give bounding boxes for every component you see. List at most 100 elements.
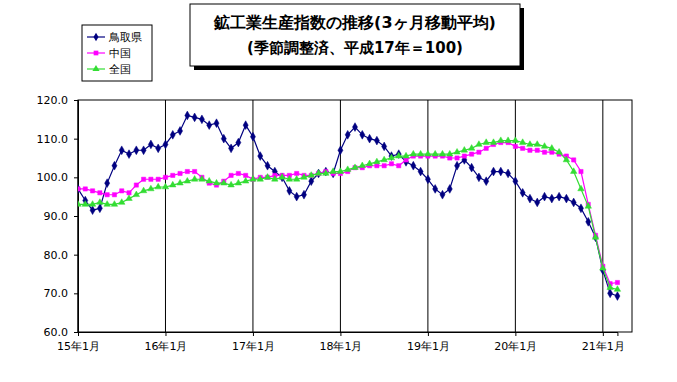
series-marker bbox=[323, 170, 329, 176]
plot-frame bbox=[78, 100, 632, 332]
y-tick-mark bbox=[74, 332, 78, 333]
series-marker bbox=[374, 158, 380, 164]
series-marker bbox=[403, 152, 409, 158]
series-line bbox=[78, 141, 617, 290]
series-marker bbox=[527, 141, 533, 147]
x-tick: 19年1月 bbox=[407, 332, 450, 353]
series-marker bbox=[410, 150, 416, 156]
series-marker bbox=[388, 154, 394, 160]
y-tick-mark bbox=[74, 177, 78, 178]
y-tick: 110.0 bbox=[37, 133, 79, 146]
series-marker bbox=[104, 201, 110, 207]
series-marker bbox=[615, 292, 620, 301]
series-marker bbox=[265, 161, 270, 170]
y-tick-label: 60.0 bbox=[44, 326, 69, 339]
x-tick-mark bbox=[340, 332, 341, 336]
series-marker bbox=[315, 170, 321, 176]
series-marker bbox=[78, 185, 81, 194]
y-tick-label: 110.0 bbox=[37, 133, 69, 146]
series-marker bbox=[243, 121, 248, 130]
series-marker bbox=[191, 176, 197, 182]
series-marker bbox=[542, 150, 546, 154]
series-marker bbox=[127, 191, 131, 195]
legend-marker bbox=[92, 65, 99, 71]
series-marker bbox=[476, 173, 481, 182]
x-tick: 15年1月 bbox=[57, 332, 100, 353]
series-marker bbox=[193, 169, 197, 173]
y-tick-mark bbox=[74, 293, 78, 294]
series-marker bbox=[236, 138, 241, 147]
series-marker bbox=[490, 139, 496, 145]
series-marker bbox=[83, 187, 87, 191]
series-marker bbox=[293, 176, 299, 182]
series-marker bbox=[359, 162, 365, 168]
series-marker bbox=[366, 160, 372, 166]
series-marker bbox=[571, 198, 576, 207]
y-tick-mark bbox=[74, 255, 78, 256]
series-marker bbox=[119, 199, 125, 205]
series-marker bbox=[389, 162, 393, 166]
series-marker bbox=[229, 144, 234, 153]
series-marker bbox=[286, 176, 292, 182]
series-marker bbox=[600, 264, 606, 270]
series-marker bbox=[105, 193, 109, 197]
series-marker bbox=[163, 175, 167, 179]
series-marker bbox=[527, 194, 532, 203]
series-marker bbox=[185, 169, 189, 173]
series-marker bbox=[78, 187, 80, 191]
series-marker bbox=[279, 174, 285, 180]
series-marker bbox=[345, 130, 350, 139]
series-marker bbox=[258, 152, 263, 161]
series-marker bbox=[535, 148, 539, 152]
series-marker bbox=[570, 168, 576, 174]
legend: 鳥取県中国全国 bbox=[82, 25, 152, 81]
series-marker bbox=[242, 177, 248, 183]
y-axis-line bbox=[74, 101, 79, 333]
x-tick-mark bbox=[603, 332, 604, 336]
y-tick: 60.0 bbox=[44, 326, 79, 339]
series-marker bbox=[229, 173, 233, 177]
series-marker bbox=[535, 198, 540, 207]
series-marker bbox=[615, 280, 619, 284]
title-frame bbox=[190, 4, 520, 66]
series-line bbox=[78, 115, 617, 296]
series-marker bbox=[425, 150, 431, 156]
series-marker bbox=[97, 204, 102, 213]
x-tick: 17年1月 bbox=[232, 332, 275, 353]
series-marker bbox=[105, 179, 110, 188]
series-marker bbox=[309, 177, 314, 186]
series-marker bbox=[592, 234, 598, 240]
series-marker bbox=[90, 206, 95, 215]
series-marker bbox=[235, 179, 241, 185]
x-tick: 18年1月 bbox=[319, 332, 362, 353]
x-tick-label: 15年1月 bbox=[57, 340, 100, 353]
series-marker bbox=[90, 189, 94, 193]
x-tick-mark bbox=[165, 332, 166, 336]
legend-marker bbox=[93, 33, 98, 42]
y-tick: 70.0 bbox=[44, 287, 79, 300]
series-marker bbox=[381, 156, 387, 162]
series-marker bbox=[156, 144, 161, 153]
series-marker bbox=[557, 192, 562, 201]
series-marker bbox=[521, 146, 525, 150]
series-marker bbox=[607, 284, 613, 290]
x-tick-mark bbox=[253, 332, 254, 336]
series-marker bbox=[337, 168, 343, 174]
series-marker bbox=[250, 132, 255, 141]
series-marker bbox=[462, 154, 466, 158]
title: 鉱工業生産指数の推移(3ヶ月移動平均) bbox=[213, 13, 496, 32]
series-marker bbox=[367, 134, 372, 143]
series-marker bbox=[498, 167, 503, 176]
series-marker bbox=[295, 171, 299, 175]
series-marker bbox=[498, 137, 504, 143]
x-tick-label: 20年1月 bbox=[494, 340, 537, 353]
series-marker bbox=[578, 185, 584, 191]
y-tick-mark bbox=[74, 216, 78, 217]
series-marker bbox=[550, 150, 554, 154]
series-marker bbox=[171, 173, 175, 177]
series-marker bbox=[433, 185, 438, 194]
series-marker bbox=[294, 192, 299, 201]
series-marker bbox=[418, 167, 423, 176]
series-marker bbox=[178, 127, 183, 136]
series-marker bbox=[484, 146, 488, 150]
